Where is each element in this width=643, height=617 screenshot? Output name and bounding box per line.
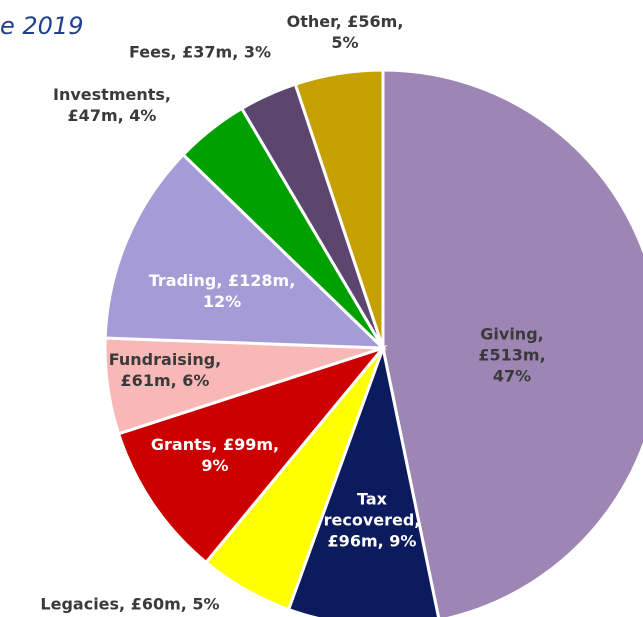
pie-slice xyxy=(116,344,388,565)
data-label: Fees, £37m, 3% xyxy=(128,42,272,62)
data-label: Grants, £99m, 9% xyxy=(150,435,280,475)
chart-title: e 2019 xyxy=(0,12,84,40)
pie-slice xyxy=(381,68,643,617)
pie-slice xyxy=(103,152,387,350)
data-label: Tax recovered, £96m, 9% xyxy=(323,489,421,551)
data-label: Legacies, £60m, 5% xyxy=(40,594,220,614)
data-label: Fundraising, £61m, 6% xyxy=(108,350,222,390)
data-label: Trading, £128m, 12% xyxy=(148,271,296,311)
pie-slice xyxy=(286,342,440,617)
data-label: Other, £56m, 5% xyxy=(286,12,404,52)
data-label: Giving, £513m, 47% xyxy=(478,324,546,386)
data-label: Investments, £47m, 4% xyxy=(53,85,171,125)
pie-slice xyxy=(293,68,385,349)
